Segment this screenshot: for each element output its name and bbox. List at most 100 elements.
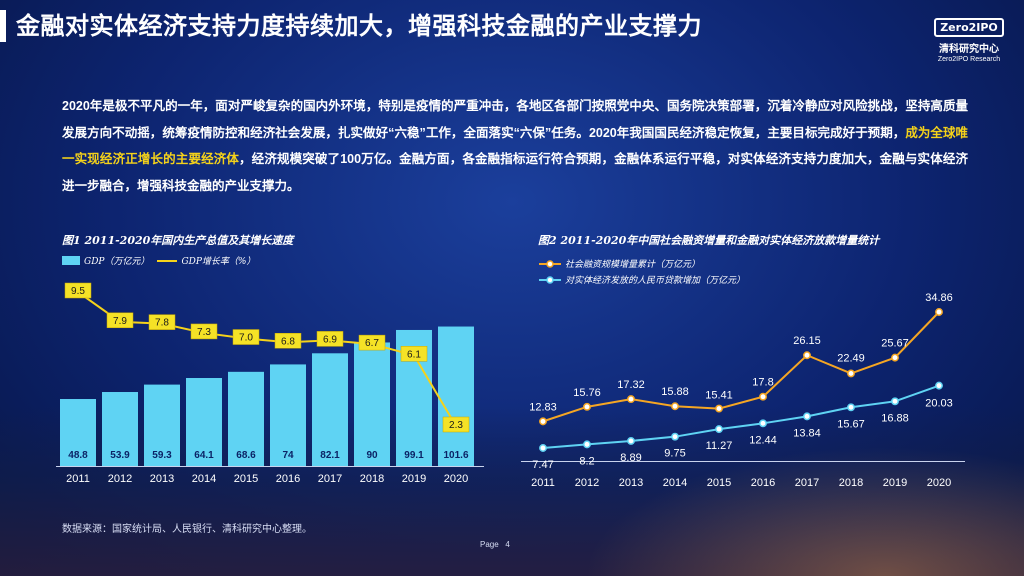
- gdp-bar-2011: [60, 399, 96, 466]
- chart2-s2-label-2015: 11.27: [706, 440, 733, 452]
- chart2-s1-label-2016: 17.8: [752, 377, 773, 389]
- gdp-bar-2020: [438, 326, 474, 466]
- growth-label-box-2011: [64, 282, 92, 299]
- chart1-x-tick-2014: 2014: [192, 473, 216, 485]
- legend-label-tsf: 社会融资规模增量累计（万亿元）: [565, 260, 701, 270]
- chart2-x-tick-2015: 2015: [707, 477, 731, 489]
- chart2-s1-label-2018: 22.49: [837, 352, 865, 364]
- chart2-s2-point-2015: [715, 425, 723, 434]
- chart2-s1-label-2014: 15.88: [661, 386, 689, 398]
- legend-label-gdp: GDP（万亿元）: [84, 257, 150, 267]
- gdp-bar-2017: [312, 353, 348, 466]
- chart2-s2-label-2014: 9.75: [664, 448, 685, 460]
- gdp-bar-label-2013: 59.3: [152, 450, 172, 461]
- chart2-s1-point-2016: [759, 392, 767, 401]
- chart2-s1-point-2018: [847, 369, 855, 378]
- growth-label-box-2020: [442, 416, 470, 433]
- growth-label-2015: 7.0: [239, 333, 253, 344]
- growth-label-2019: 6.1: [407, 349, 421, 360]
- growth-label-box-2016: [274, 333, 302, 349]
- chart2-legend-1: 社会融资规模增量累计（万亿元）: [538, 257, 700, 270]
- data-source: 数据来源：国家统计局、人民银行、清科研究中心整理。: [62, 524, 312, 535]
- page-number: 4: [505, 540, 510, 549]
- chart2-title: 图2 2011-2020年中国社会融资增量和金融对实体经济放款增量统计: [538, 234, 880, 247]
- chart2-series-line-2: [542, 384, 940, 449]
- gdp-bar-label-2019: 99.1: [404, 450, 424, 461]
- chart2-s2-point-2019: [891, 397, 899, 406]
- chart2-s1-label-2020: 34.86: [925, 292, 953, 304]
- chart1-svg: 48.8 2011 53.9 2012 59.3 2013 64.1 2014 68.6 2015…: [56, 282, 484, 485]
- chart2-s1-label-2013: 17.32: [617, 379, 645, 391]
- logo-mark: Zero2IPO: [934, 18, 1004, 37]
- growth-label-2011: 9.5: [71, 286, 85, 297]
- legend-label-growth: GDP增长率（%）: [181, 257, 256, 267]
- growth-label-2018: 6.7: [365, 338, 379, 349]
- chart2-x-tick-2011: 2011: [531, 477, 555, 489]
- gdp-bar-label-2015: 68.6: [236, 450, 256, 461]
- growth-label-box-2019: [400, 346, 428, 362]
- chart2-s2-point-2014: [671, 432, 679, 441]
- logo-cn: 清科研究中心: [939, 44, 999, 55]
- page-label: Page: [480, 540, 499, 549]
- chart1-x-tick-2015: 2015: [234, 473, 258, 485]
- chart2-s2-label-2013: 8.89: [620, 452, 641, 464]
- chart2-series-line-1: [542, 311, 940, 423]
- gdp-bar-label-2014: 64.1: [194, 450, 214, 461]
- gdp-bar-label-2017: 82.1: [320, 450, 340, 461]
- growth-label-box-2017: [316, 331, 344, 347]
- legend-swatch-gdp: [62, 256, 80, 265]
- chart2-s1-point-2020: [935, 308, 943, 316]
- chart2-s1-point-2012: [583, 402, 591, 411]
- city-glow: [560, 436, 1024, 576]
- chart1-x-tick-2011: 2011: [66, 473, 90, 485]
- chart2-s1-label-2017: 26.15: [793, 335, 821, 347]
- page-indicator: Page 4: [480, 540, 510, 549]
- chart2-legend-2: 对实体经济发放的人民币贷款增加（万亿元）: [538, 273, 745, 286]
- chart2-s1-point-2011: [539, 417, 547, 426]
- growth-label-box-2012: [106, 312, 134, 329]
- gdp-bar-2012: [102, 392, 138, 466]
- chart2-s2-point-2011: [539, 444, 547, 452]
- growth-label-2016: 6.8: [281, 336, 295, 347]
- chart1-x-tick-2013: 2013: [150, 473, 174, 485]
- chart2-x-tick-2020: 2020: [927, 477, 951, 489]
- chart2-x-tick-2017: 2017: [795, 477, 819, 489]
- gdp-bar-2018: [354, 342, 390, 466]
- gdp-bar-2016: [270, 364, 306, 466]
- chart2-s1-point-2013: [627, 395, 635, 404]
- chart1-x-tick-2020: 2020: [444, 473, 468, 485]
- chart2-s2-label-2012: 8.2: [579, 455, 594, 467]
- growth-label-2017: 6.9: [323, 334, 337, 345]
- legend-swatch-tsf: [539, 259, 561, 268]
- chart2-s2-point-2018: [847, 403, 855, 412]
- chart1-x-tick-2017: 2017: [318, 473, 342, 485]
- page-title: 金融对实体经济支持力度持续加大，增强科技金融的产业支撑力: [16, 13, 702, 40]
- gdp-bar-label-2020: 101.6: [443, 450, 468, 461]
- growth-label-box-2018: [358, 334, 386, 351]
- chart2-x-tick-2014: 2014: [663, 477, 687, 489]
- chart2-s2-label-2011: 7.47: [532, 459, 553, 471]
- chart2-s2-label-2016: 12.44: [749, 434, 777, 446]
- growth-label-2020: 2.3: [449, 420, 463, 431]
- gdp-bar-label-2018: 90: [366, 450, 378, 461]
- chart2-x-tick-2013: 2013: [619, 477, 643, 489]
- growth-label-2012: 7.9: [113, 316, 127, 327]
- growth-label-box-2015: [232, 329, 260, 345]
- gdp-bar-label-2012: 53.9: [110, 450, 130, 461]
- chart2-s2-point-2012: [583, 440, 591, 449]
- chart2-s1-point-2017: [803, 351, 811, 360]
- legend-label-loans: 对实体经济发放的人民币贷款增加（万亿元）: [565, 276, 746, 286]
- gdp-bar-2015: [228, 371, 264, 466]
- chart1-x-tick-2016: 2016: [276, 473, 300, 485]
- chart2-s1-point-2015: [715, 404, 723, 413]
- chart2-x-tick-2016: 2016: [751, 477, 775, 489]
- chart1-x-tick-2012: 2012: [108, 473, 132, 485]
- chart2-s2-point-2016: [759, 419, 767, 428]
- chart1-title: 图1 2011-2020年国内生产总值及其增长速度: [62, 234, 294, 247]
- chart2-x-tick-2019: 2019: [883, 477, 907, 489]
- chart2-s1-point-2019: [891, 353, 899, 362]
- legend-swatch-growth: [157, 259, 178, 262]
- chart2-s1-label-2015: 15.41: [705, 390, 733, 402]
- title-accent-bar: [0, 10, 6, 42]
- chart2-s1-label-2012: 15.76: [573, 387, 601, 399]
